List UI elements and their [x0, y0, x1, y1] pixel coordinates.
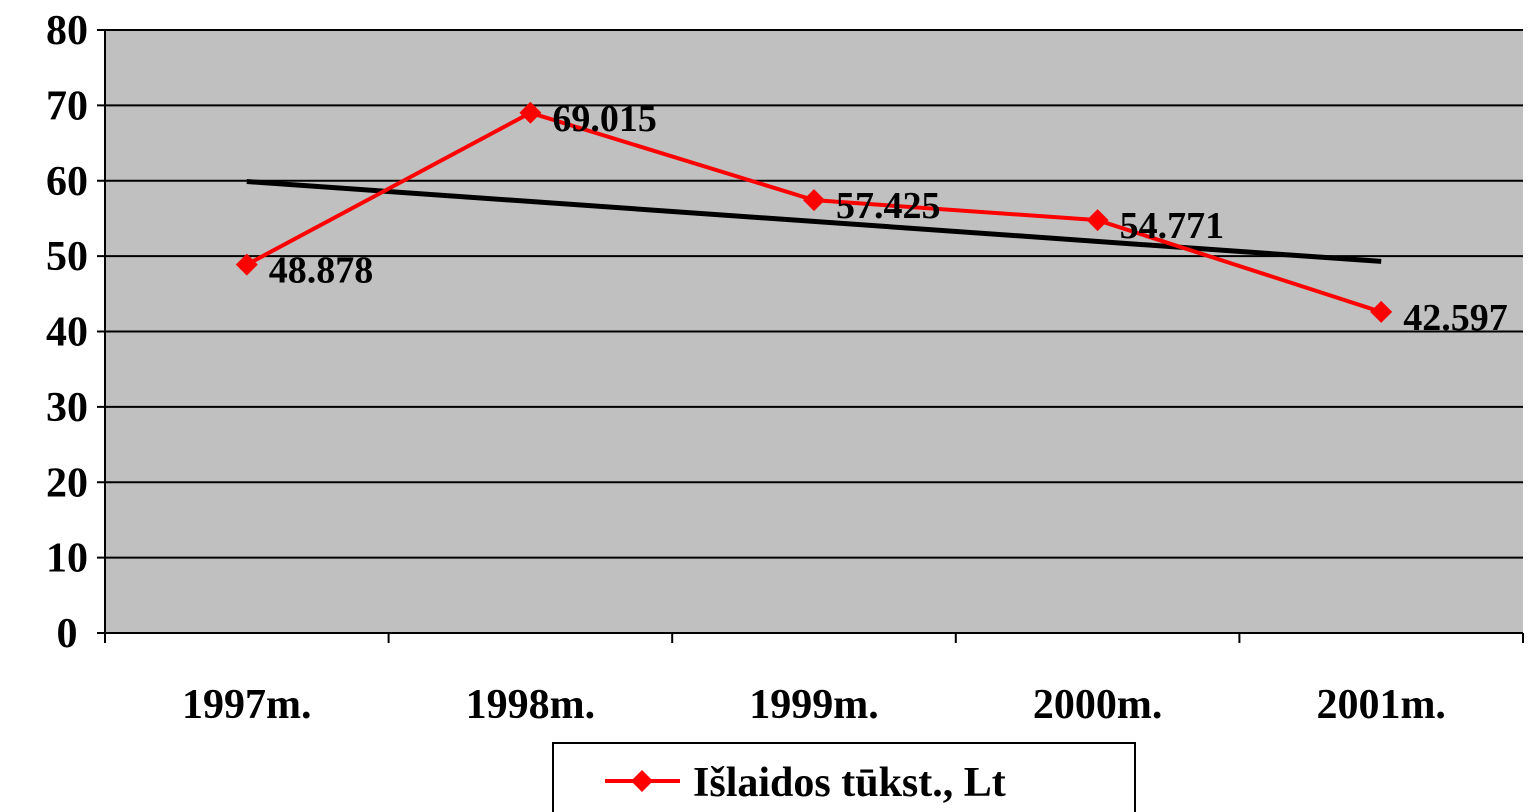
data-label: 42.597	[1403, 297, 1508, 339]
data-point-marker	[803, 189, 825, 212]
data-point-marker	[519, 101, 542, 124]
legend: Išlaidos tūkst., Lt	[552, 742, 1136, 812]
x-tick-label: 1999m.	[749, 682, 879, 728]
y-tick-label: 80	[46, 8, 88, 54]
legend-diamond-marker	[631, 770, 653, 792]
legend-label: Išlaidos tūkst., Lt	[693, 760, 1006, 806]
series-layer	[235, 101, 1393, 323]
x-axis-tick-labels: 1997m. 1998m. 1999m. 2000m. 2001m.	[182, 682, 1446, 728]
y-tick-label: 70	[46, 83, 88, 129]
y-tick-label: 0	[57, 611, 78, 657]
x-tick-label: 2000m.	[1033, 682, 1163, 728]
data-point-marker	[1370, 300, 1393, 323]
legend-box	[552, 742, 1136, 812]
data-label: 54.771	[1120, 205, 1225, 247]
y-tick-label: 20	[46, 460, 88, 506]
data-point-marker	[235, 253, 258, 276]
y-tick-label: 30	[46, 385, 88, 431]
data-labels: 48.878 69.015 57.425 54.771 42.597	[269, 98, 1508, 339]
y-tick-label: 40	[46, 310, 88, 356]
trendline-layer	[246, 179, 1382, 264]
axes	[97, 29, 1524, 643]
x-tick-label: 1998m.	[466, 682, 596, 728]
trendline	[246, 179, 1382, 264]
data-label: 69.015	[552, 98, 657, 140]
y-tick-label: 50	[46, 234, 88, 280]
x-tick-label: 1997m.	[182, 682, 312, 728]
data-label: 48.878	[269, 250, 374, 292]
x-tick-label: 2001m.	[1316, 682, 1446, 728]
data-point-marker	[1086, 209, 1109, 232]
y-tick-label: 60	[46, 159, 88, 205]
data-label: 57.425	[836, 185, 941, 227]
y-axis-tick-labels: 0 10 20 30 40 50 60 70 80	[46, 8, 88, 657]
y-tick-label: 10	[46, 536, 88, 582]
gridlines	[105, 29, 1523, 559]
